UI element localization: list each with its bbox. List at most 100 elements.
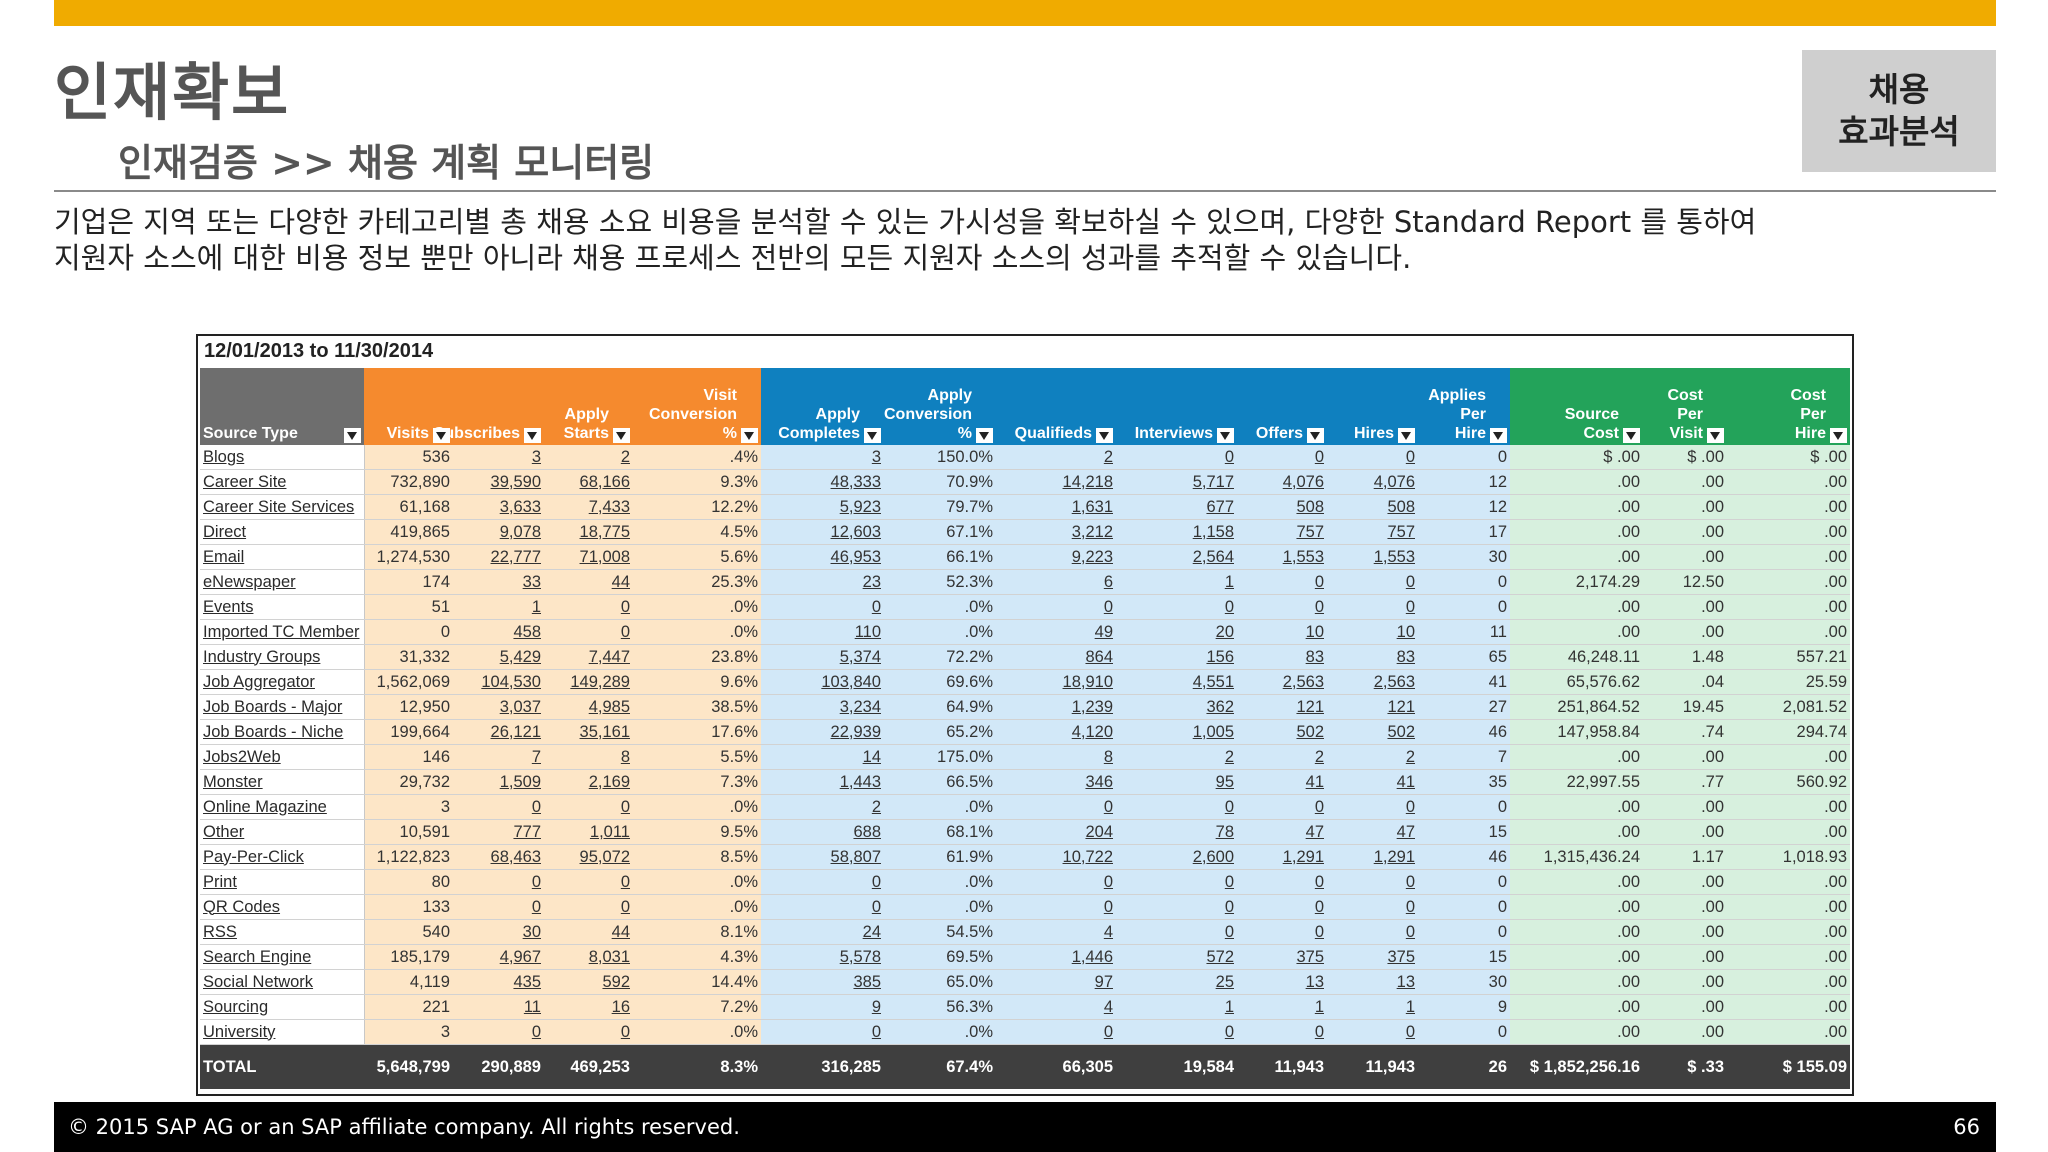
table-cell[interactable]: 68,166 [544,469,633,495]
table-cell[interactable]: 41 [1237,769,1327,795]
table-cell[interactable]: 10 [1237,619,1327,645]
table-cell[interactable]: 18,775 [544,519,633,545]
table-cell[interactable]: 0 [761,869,884,895]
source-type-link[interactable]: Direct [200,519,365,545]
table-cell[interactable]: 5,923 [761,494,884,520]
table-cell[interactable]: 0 [544,894,633,920]
table-cell[interactable]: 83 [1327,644,1418,670]
dropdown-arrow-icon[interactable] [864,428,881,443]
table-cell[interactable]: 9,223 [996,544,1116,570]
table-cell[interactable]: 49 [996,619,1116,645]
table-cell[interactable]: 0 [544,794,633,820]
source-type-link[interactable]: QR Codes [200,894,365,920]
table-cell[interactable]: 149,289 [544,669,633,695]
table-cell[interactable]: 10 [1327,619,1418,645]
table-cell[interactable]: 864 [996,644,1116,670]
source-type-link[interactable]: Job Boards - Niche [200,719,365,745]
table-cell[interactable]: 20 [1116,619,1237,645]
source-type-link[interactable]: RSS [200,919,365,945]
table-cell[interactable]: 13 [1327,969,1418,995]
source-type-link[interactable]: Other [200,819,365,845]
table-cell[interactable]: 30 [453,919,544,945]
table-cell[interactable]: 677 [1116,494,1237,520]
table-cell[interactable]: 97 [996,969,1116,995]
table-cell[interactable]: 1,005 [1116,719,1237,745]
table-cell[interactable]: 10,722 [996,844,1116,870]
table-cell[interactable]: 362 [1116,694,1237,720]
table-cell[interactable]: 8,031 [544,944,633,970]
table-cell[interactable]: 8 [544,744,633,770]
table-cell[interactable]: 0 [1116,594,1237,620]
table-cell[interactable]: 2,563 [1237,669,1327,695]
table-cell[interactable]: 68,463 [453,844,544,870]
table-cell[interactable]: 7 [453,744,544,770]
table-cell[interactable]: 0 [996,869,1116,895]
table-cell[interactable]: 5,578 [761,944,884,970]
table-cell[interactable]: 1,443 [761,769,884,795]
table-cell[interactable]: 4,076 [1237,469,1327,495]
table-cell[interactable]: 35,161 [544,719,633,745]
table-cell[interactable]: 0 [1116,894,1237,920]
table-cell[interactable]: 502 [1327,719,1418,745]
table-cell[interactable]: 33 [453,569,544,595]
table-cell[interactable]: 0 [1327,794,1418,820]
table-cell[interactable]: 13 [1237,969,1327,995]
table-cell[interactable]: 25 [1116,969,1237,995]
source-type-link[interactable]: Events [200,594,365,620]
table-cell[interactable]: 385 [761,969,884,995]
source-type-link[interactable]: Sourcing [200,994,365,1020]
source-type-link[interactable]: Online Magazine [200,794,365,820]
table-cell[interactable]: 592 [544,969,633,995]
dropdown-arrow-icon[interactable] [1398,428,1415,443]
table-cell[interactable]: 48,333 [761,469,884,495]
table-cell[interactable]: 121 [1327,694,1418,720]
source-type-link[interactable]: Imported TC Member [200,619,365,645]
table-cell[interactable]: 3,037 [453,694,544,720]
table-cell[interactable]: 0 [1116,794,1237,820]
table-cell[interactable]: 0 [1327,869,1418,895]
table-cell[interactable]: 3 [453,445,544,470]
table-cell[interactable]: 0 [453,869,544,895]
table-cell[interactable]: 4,120 [996,719,1116,745]
table-cell[interactable]: 375 [1237,944,1327,970]
table-cell[interactable]: 14 [761,744,884,770]
dropdown-arrow-icon[interactable] [1623,428,1640,443]
table-cell[interactable]: 5,374 [761,644,884,670]
table-cell[interactable]: 3,212 [996,519,1116,545]
table-cell[interactable]: 435 [453,969,544,995]
source-type-link[interactable]: Career Site Services [200,494,365,520]
table-cell[interactable]: 0 [1116,919,1237,945]
table-cell[interactable]: 4 [996,919,1116,945]
dropdown-arrow-icon[interactable] [1096,428,1113,443]
table-cell[interactable]: 2,600 [1116,844,1237,870]
table-cell[interactable]: 0 [761,1019,884,1045]
table-cell[interactable]: 7,433 [544,494,633,520]
table-cell[interactable]: 0 [1327,569,1418,595]
table-cell[interactable]: 0 [453,894,544,920]
dropdown-arrow-icon[interactable] [1217,428,1234,443]
table-cell[interactable]: 2 [1237,744,1327,770]
table-cell[interactable]: 777 [453,819,544,845]
table-cell[interactable]: 0 [1116,445,1237,470]
table-cell[interactable]: 44 [544,919,633,945]
table-cell[interactable]: 1,509 [453,769,544,795]
table-cell[interactable]: 4,076 [1327,469,1418,495]
table-cell[interactable]: 78 [1116,819,1237,845]
table-cell[interactable]: 4,551 [1116,669,1237,695]
table-cell[interactable]: 508 [1237,494,1327,520]
table-cell[interactable]: 688 [761,819,884,845]
table-cell[interactable]: 16 [544,994,633,1020]
table-cell[interactable]: 2,564 [1116,544,1237,570]
table-cell[interactable]: 3,234 [761,694,884,720]
table-cell[interactable]: 0 [1237,794,1327,820]
table-cell[interactable]: 0 [544,869,633,895]
table-cell[interactable]: 0 [544,594,633,620]
table-cell[interactable]: 9 [761,994,884,1020]
table-cell[interactable]: 1 [1237,994,1327,1020]
table-cell[interactable]: 1,239 [996,694,1116,720]
source-type-link[interactable]: Jobs2Web [200,744,365,770]
dropdown-arrow-icon[interactable] [344,428,361,443]
source-type-link[interactable]: Social Network [200,969,365,995]
table-cell[interactable]: 0 [1237,1019,1327,1045]
table-cell[interactable]: 0 [1327,1019,1418,1045]
